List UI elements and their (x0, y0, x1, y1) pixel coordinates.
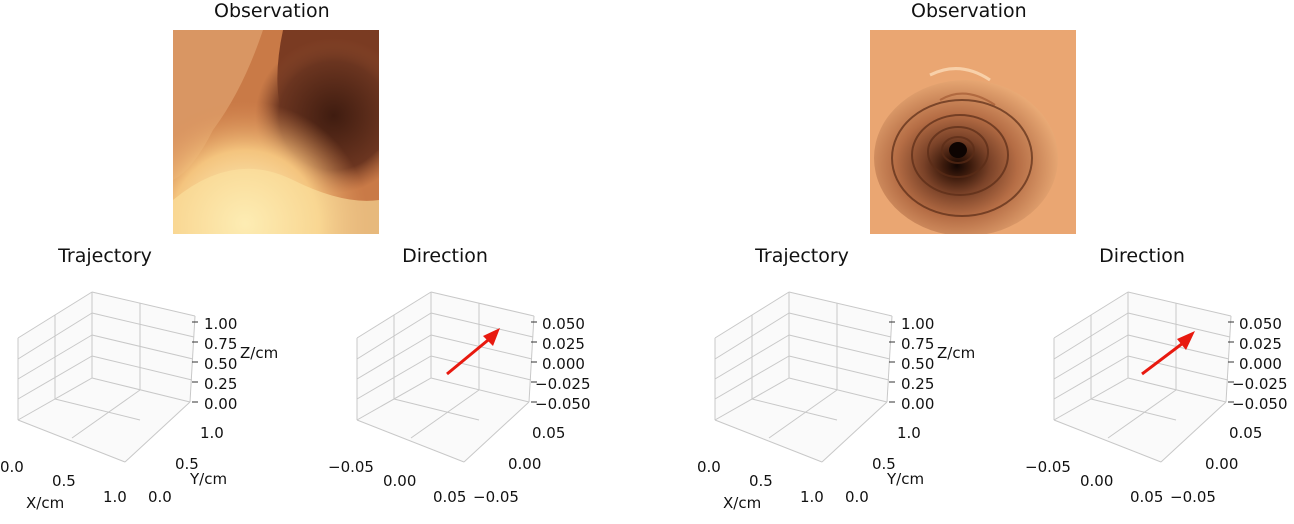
z-tick-label: 0.50 (901, 355, 934, 373)
direction-title: Direction (1099, 245, 1185, 267)
z-tick-label: 0.000 (1239, 355, 1282, 373)
x-tick-label: −0.05 (328, 458, 374, 476)
z-tick-label: −0.050 (1232, 395, 1288, 413)
z-axis-label: Z/cm (937, 344, 975, 362)
z-tick-label: −0.025 (1232, 375, 1288, 393)
y-tick-label: 1.0 (897, 424, 921, 442)
x-tick-label: 0.0 (697, 458, 721, 476)
x-tick-label: 1.0 (103, 488, 127, 506)
x-tick-label: 0.05 (433, 488, 466, 506)
trajectory-title: Trajectory (754, 245, 849, 267)
x-tick-label: 0.0 (0, 458, 24, 476)
direction-plot: Direction (328, 240, 635, 520)
z-tick-label: −0.025 (535, 375, 591, 393)
direction-axes: Direction (328, 245, 591, 506)
figure-panel-2: Observation (697, 0, 1294, 520)
z-tick-label: 0.50 (204, 355, 237, 373)
observation-title: Observation (911, 0, 1027, 22)
x-tick-label: 0.00 (383, 472, 416, 490)
z-tick-label: 0.050 (542, 315, 585, 333)
trajectory-axes: Trajectory (697, 245, 975, 512)
z-tick-label: 0.75 (204, 335, 237, 353)
y-tick-label: 0.05 (1229, 424, 1262, 442)
z-tick-label: 0.00 (901, 395, 934, 413)
x-axis-label: X/cm (723, 494, 761, 512)
z-tick-label: 1.00 (204, 315, 237, 333)
z-tick-label: 0.050 (1239, 315, 1282, 333)
z-tick-label: 0.025 (542, 335, 585, 353)
direction-title: Direction (402, 245, 488, 267)
observation-title: Observation (214, 0, 330, 22)
observation-image (870, 30, 1076, 234)
x-axis-label: X/cm (26, 494, 64, 512)
figure-panel-1: Observation (0, 0, 647, 520)
z-tick-label: 0.25 (901, 375, 934, 393)
direction-axes: Direction (1025, 245, 1288, 506)
observation-image (173, 30, 379, 234)
y-tick-label: 0.0 (148, 488, 172, 506)
x-tick-label: 1.0 (800, 488, 824, 506)
trajectory-axes: Trajectory (0, 245, 278, 512)
y-tick-label: 0.00 (508, 455, 541, 473)
y-tick-label: 0.0 (845, 488, 869, 506)
z-tick-label: 0.00 (204, 395, 237, 413)
z-tick-label: 0.000 (542, 355, 585, 373)
z-axis-label: Z/cm (240, 344, 278, 362)
x-tick-label: 0.00 (1080, 472, 1113, 490)
z-tick-label: −0.050 (535, 395, 591, 413)
y-tick-label: 0.5 (872, 455, 896, 473)
y-tick-label: 1.0 (200, 424, 224, 442)
z-tick-label: 0.75 (901, 335, 934, 353)
trajectory-plot: Trajectory (0, 240, 300, 520)
direction-plot: Direction (1025, 240, 1294, 520)
y-axis-label: Y/cm (189, 470, 227, 488)
x-tick-label: −0.05 (1025, 458, 1071, 476)
z-tick-label: 0.025 (1239, 335, 1282, 353)
y-tick-label: 0.5 (175, 455, 199, 473)
x-tick-label: 0.5 (749, 472, 773, 490)
y-tick-label: 0.00 (1205, 455, 1238, 473)
x-tick-label: 0.05 (1130, 488, 1163, 506)
direction-arrow (446, 328, 500, 376)
y-tick-label: −0.05 (473, 488, 519, 506)
direction-arrow (1141, 331, 1195, 376)
y-tick-label: −0.05 (1170, 488, 1216, 506)
z-tick-label: 1.00 (901, 315, 934, 333)
y-axis-label: Y/cm (886, 470, 924, 488)
x-tick-label: 0.5 (52, 472, 76, 490)
trajectory-plot: Trajectory (697, 240, 997, 520)
z-tick-label: 0.25 (204, 375, 237, 393)
trajectory-title: Trajectory (57, 245, 152, 267)
y-tick-label: 0.05 (532, 424, 565, 442)
